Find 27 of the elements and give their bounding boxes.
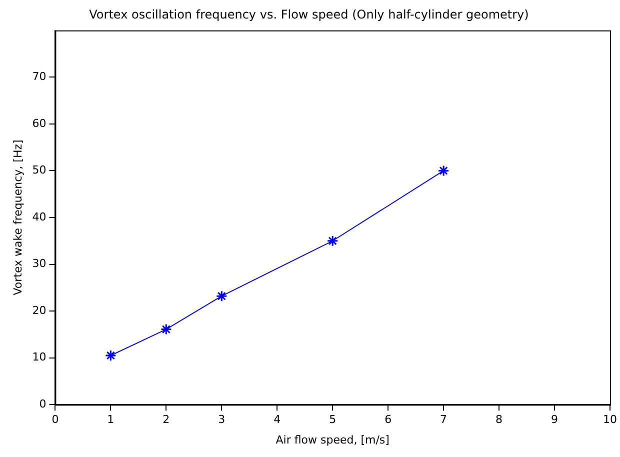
point [216,290,228,302]
y-tick-label: 70 [32,70,46,84]
x-tick-label: 2 [162,413,170,426]
y-tick-label: 40 [32,210,46,224]
y-axis-title: Vortex wake frequency, [Hz] [11,140,24,296]
y-tick-label: 30 [32,257,46,270]
chart-title: Vortex oscillation frequency vs. Flow speed (Only half-cylinder geometry) [89,7,529,22]
y-tick-label: 60 [32,116,46,130]
x-tick-label: 1 [107,413,114,426]
x-tick-label: 9 [551,413,558,426]
point [160,324,172,336]
point [438,164,450,176]
x-tick-label: 8 [496,413,503,426]
y-tick-label: 0 [39,397,46,410]
x-tick-label: 3 [218,413,226,426]
x-tick-label: 6 [384,413,392,426]
x-tick-label: 0 [52,413,59,426]
y-tick-label: 10 [32,350,46,364]
y-tick-label: 50 [32,164,46,177]
point [326,235,338,247]
x-tick-label: 10 [603,413,617,426]
point [104,350,116,362]
x-axis-title: Air flow speed, [m/s] [276,433,390,446]
x-tick-label: 4 [274,413,281,426]
y-tick-label: 20 [32,304,46,317]
x-tick-label: 7 [440,413,448,426]
x-tick-label: 5 [329,413,336,426]
